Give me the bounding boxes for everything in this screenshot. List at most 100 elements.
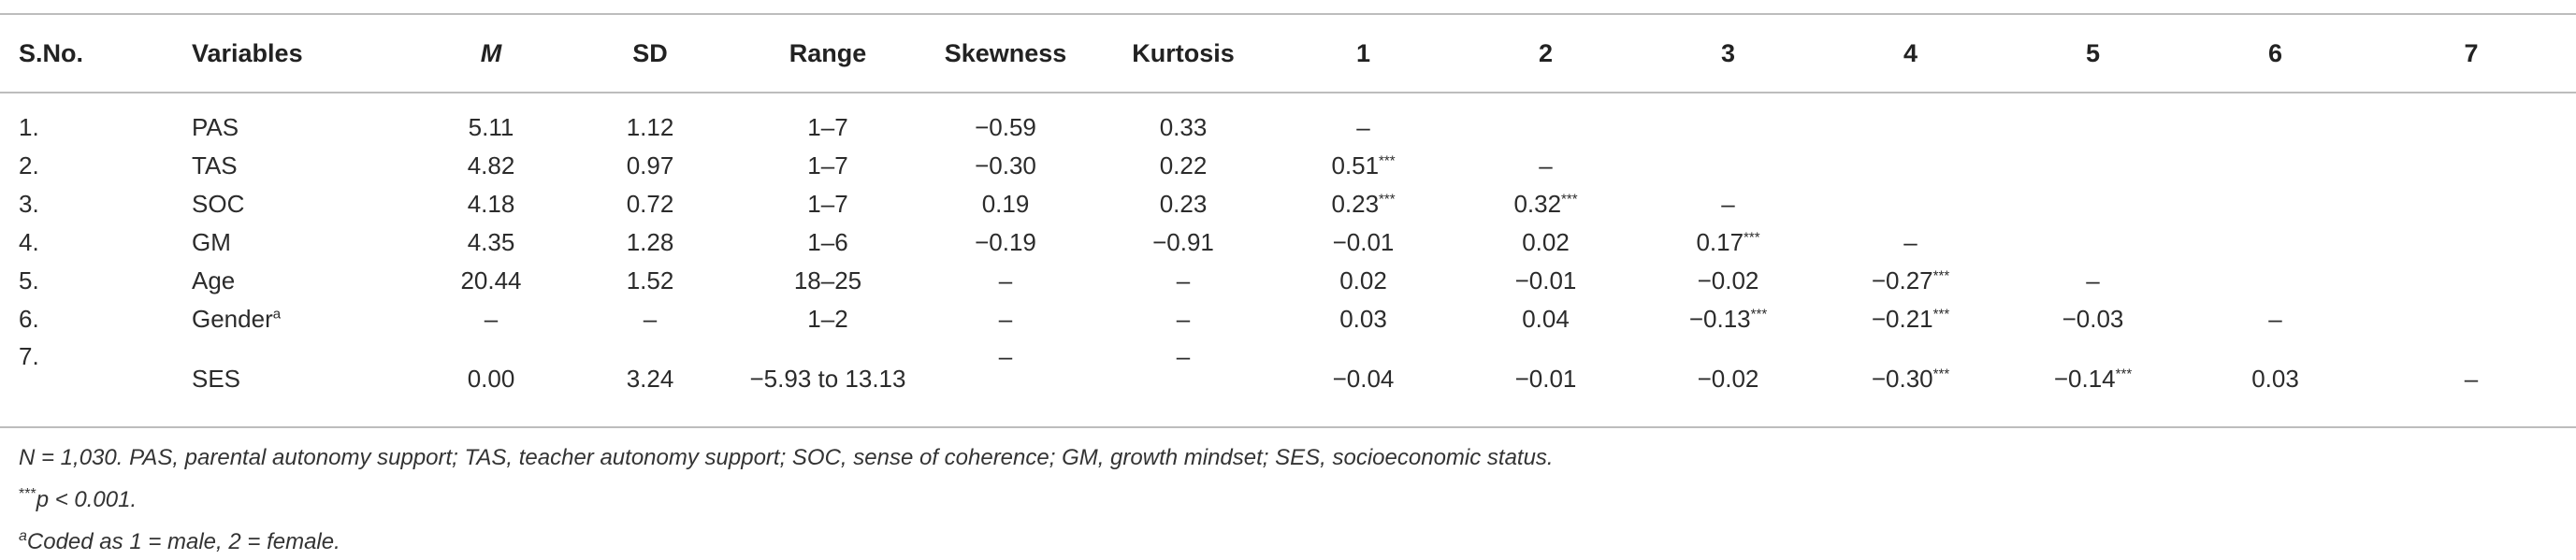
correlation-value: −0.14 xyxy=(2053,364,2116,393)
sd-value: 3.24 xyxy=(626,364,674,393)
row-number: 1. xyxy=(19,113,39,141)
kurtosis-value: −0.91 xyxy=(1152,228,1214,256)
note-significance: ***p < 0.001. xyxy=(19,476,1554,518)
significance-marker: *** xyxy=(1932,306,1950,323)
variable-name: SOC xyxy=(192,185,421,223)
correlation-cell: −0.21*** xyxy=(1819,300,2002,338)
skewness-value: 0.19 xyxy=(981,190,1030,218)
correlation-value: −0.21 xyxy=(1871,305,1933,333)
row-number: 2. xyxy=(19,151,39,179)
column-header: Range xyxy=(789,38,867,67)
table-row: 6. Gendera – –1–2– –0.03 0.04 −0.13*** −0.21***… xyxy=(0,300,2576,338)
table-row: 7. SES 0.00 3.24 −5.93 to 13.13 – – −0.04 −0.01 −… xyxy=(0,338,2576,427)
variable-name: PAS xyxy=(192,93,421,147)
column-header: 1 xyxy=(1355,38,1371,67)
correlation-cell: −0.04 xyxy=(1272,338,1454,427)
range-value: 1–7 xyxy=(807,190,848,218)
column-header: SD xyxy=(632,38,668,67)
sd-value: 0.72 xyxy=(626,190,674,218)
sd-value: 1.12 xyxy=(626,113,674,141)
correlation-value: – xyxy=(2464,364,2479,393)
variable-name: Age xyxy=(192,262,421,300)
correlation-value: −0.13 xyxy=(1688,305,1751,333)
correlation-cell: – xyxy=(2002,262,2184,300)
correlation-cell: −0.13*** xyxy=(1637,300,1819,338)
correlation-cell xyxy=(2184,185,2366,223)
row-number: 7. xyxy=(19,342,39,370)
skewness-value: – xyxy=(998,305,1013,333)
correlation-value: −0.01 xyxy=(1514,266,1577,294)
range-value: 1–2 xyxy=(807,305,848,333)
correlation-cell: −0.02 xyxy=(1637,262,1819,300)
variable-label: Gender xyxy=(192,305,273,333)
correlation-cell xyxy=(2366,93,2576,147)
mean-value: 4.18 xyxy=(467,190,515,218)
mean-value: 20.44 xyxy=(460,266,522,294)
correlation-value: – xyxy=(1356,113,1370,141)
correlation-value: 0.51 xyxy=(1331,151,1380,179)
kurtosis-value: – xyxy=(1176,305,1191,333)
correlation-cell: −0.27*** xyxy=(1819,262,2002,300)
table-row: 4. GM 4.35 1.28 1–6 −0.19 −0.91 −0.01 0.02 0.17**… xyxy=(0,223,2576,262)
sd-value: 1.28 xyxy=(626,228,674,256)
skewness-value: −0.59 xyxy=(975,113,1036,141)
note-abbreviations: N = 1,030. PAS, parental autonomy suppor… xyxy=(19,445,1554,470)
variable-label: SES xyxy=(192,364,241,393)
note-gender-marker: a xyxy=(19,528,27,544)
descriptive-correlation-table: S.No. Variables M SD Range Skewness Kurtosis 1 2… xyxy=(0,13,2576,428)
column-header: 5 xyxy=(2085,38,2101,67)
correlation-value: 0.04 xyxy=(1522,305,1570,333)
column-header: 2 xyxy=(1538,38,1554,67)
range-value: 18–25 xyxy=(793,266,862,294)
range-value: 1–7 xyxy=(807,113,848,141)
correlation-value: – xyxy=(2086,266,2100,294)
significance-marker: *** xyxy=(1379,152,1396,169)
significance-marker: *** xyxy=(1750,306,1768,323)
variable-label: PAS xyxy=(192,113,239,141)
correlation-cell: 0.02 xyxy=(1272,262,1454,300)
row-number: 3. xyxy=(19,190,39,218)
correlation-cell xyxy=(2002,223,2184,262)
variable-name: GM xyxy=(192,223,421,262)
note-gender-coding: aCoded as 1 = male, 2 = female. xyxy=(19,518,1554,560)
correlation-cell xyxy=(2366,185,2576,223)
sd-value: 1.52 xyxy=(626,266,674,294)
correlation-cell xyxy=(2366,300,2576,338)
skewness-value: – xyxy=(998,342,1013,370)
column-header: Skewness xyxy=(944,38,1067,67)
correlation-value: −0.01 xyxy=(1514,364,1577,393)
correlation-table-container: S.No. Variables M SD Range Skewness Kurtosis 1 2… xyxy=(0,13,2576,428)
correlation-cell: – xyxy=(2366,338,2576,427)
mean-value: 4.82 xyxy=(467,151,515,179)
variable-label: TAS xyxy=(192,151,238,179)
column-header: 4 xyxy=(1903,38,1918,67)
sd-value: – xyxy=(643,305,658,333)
significance-marker: *** xyxy=(1561,191,1578,208)
significance-marker: *** xyxy=(1744,229,1760,246)
correlation-value: – xyxy=(2268,305,2282,333)
correlation-cell: 0.03 xyxy=(2184,338,2366,427)
table-row: 5. Age 20.44 1.52 18–25 – – 0.02 −0.01 −0.02 −0.27… xyxy=(0,262,2576,300)
variable-label: Age xyxy=(192,266,236,294)
mean-value: 4.35 xyxy=(467,228,515,256)
variable-label: SOC xyxy=(192,190,245,218)
correlation-value: −0.27 xyxy=(1871,266,1933,294)
correlation-value: −0.30 xyxy=(1871,364,1933,393)
row-number: 6. xyxy=(19,305,39,333)
correlation-value: 0.32 xyxy=(1513,190,1562,218)
mean-value: 0.00 xyxy=(467,364,515,393)
correlation-value: 0.17 xyxy=(1696,228,1744,256)
skewness-value: – xyxy=(998,266,1013,294)
correlation-cell: −0.14*** xyxy=(2002,338,2184,427)
correlation-value: 0.02 xyxy=(1339,266,1387,294)
correlation-cell xyxy=(2184,223,2366,262)
table-body: 1. PAS 5.11 1.12 1–7 −0.59 0.33 – 2. TAS 4.82 0.97 1… xyxy=(0,93,2576,427)
correlation-cell xyxy=(2366,223,2576,262)
correlation-cell xyxy=(1637,93,1819,147)
correlation-cell xyxy=(2184,262,2366,300)
significance-marker: *** xyxy=(2115,365,2133,381)
correlation-cell xyxy=(1637,147,1819,185)
correlation-cell xyxy=(2002,147,2184,185)
correlation-value: – xyxy=(1903,228,1918,256)
row-number: 5. xyxy=(19,266,39,294)
